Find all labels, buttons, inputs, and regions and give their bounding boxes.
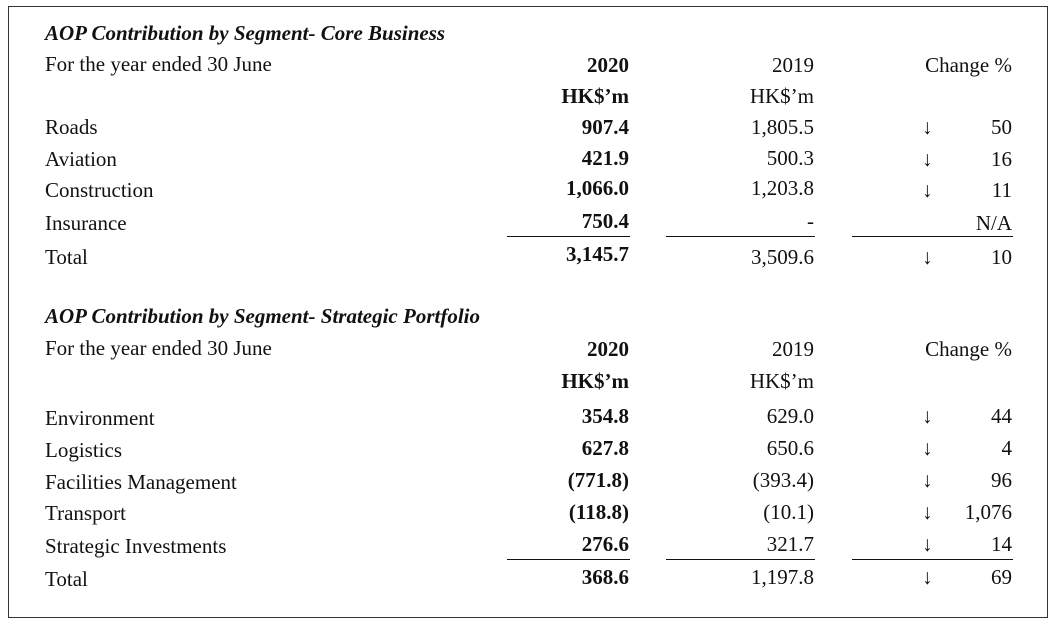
row-label-logistics: Logistics — [45, 438, 122, 462]
change-value: 11 — [991, 178, 1012, 202]
change-value: 96 — [991, 468, 1012, 492]
value-2019: (393.4) — [752, 468, 814, 492]
unit-2019: HK$’m — [749, 369, 814, 393]
column-header-2019: 2019 — [772, 53, 814, 77]
table-subtitle: For the year ended 30 June — [45, 52, 272, 76]
row-label-transport: Transport — [45, 501, 126, 525]
change-value: 14 — [991, 532, 1012, 556]
value-2020: (771.8) — [567, 468, 629, 492]
total-rule-2020 — [507, 559, 630, 560]
down-arrow-icon: ↓ — [922, 115, 933, 139]
change-value: N/A — [975, 211, 1012, 235]
row-label-aviation: Aviation — [45, 147, 117, 171]
row-label-strategic-investments: Strategic Investments — [45, 534, 227, 558]
table-title: AOP Contribution by Segment- Strategic P… — [45, 304, 481, 328]
total-rule-2019 — [666, 236, 815, 237]
change-value: 4 — [1001, 436, 1013, 460]
change-value: 44 — [991, 404, 1012, 428]
row-label-roads: Roads — [45, 115, 98, 139]
value-2020: 750.4 — [581, 209, 629, 233]
total-2019: 1,197.8 — [751, 565, 814, 589]
column-header-2020: 2020 — [587, 53, 629, 77]
change-value: 1,076 — [964, 500, 1012, 524]
column-header-change: Change % — [925, 337, 1012, 361]
value-2019: - — [807, 209, 814, 233]
value-2019: 629.0 — [766, 404, 814, 428]
change-value: 16 — [991, 147, 1012, 171]
unit-2020: HK$’m — [561, 84, 629, 108]
value-2020: 276.6 — [581, 532, 629, 556]
down-arrow-icon: ↓ — [922, 468, 933, 492]
down-arrow-icon: ↓ — [922, 532, 933, 556]
value-2019: 1,203.8 — [751, 176, 814, 200]
row-label-construction: Construction — [45, 178, 154, 202]
down-arrow-icon: ↓ — [922, 565, 933, 589]
total-change: 69 — [991, 565, 1012, 589]
total-rule-2019 — [666, 559, 815, 560]
document-frame — [8, 6, 1048, 618]
value-2019: 321.7 — [766, 532, 814, 556]
row-label-environment: Environment — [45, 406, 155, 430]
value-2020: 421.9 — [581, 146, 629, 170]
down-arrow-icon: ↓ — [922, 245, 933, 269]
column-header-2020: 2020 — [587, 337, 629, 361]
down-arrow-icon: ↓ — [922, 178, 933, 202]
column-header-2019: 2019 — [772, 337, 814, 361]
unit-2020: HK$’m — [561, 369, 629, 393]
value-2019: 500.3 — [766, 146, 814, 170]
value-2019: 1,805.5 — [751, 115, 814, 139]
down-arrow-icon: ↓ — [922, 436, 933, 460]
unit-2019: HK$’m — [749, 84, 814, 108]
row-label-total: Total — [45, 567, 88, 591]
total-rule-change — [852, 559, 1013, 560]
column-header-change: Change % — [925, 53, 1012, 77]
change-value: 50 — [991, 115, 1012, 139]
row-label-facilities-management: Facilities Management — [45, 470, 237, 494]
down-arrow-icon: ↓ — [922, 147, 933, 171]
value-2019: 650.6 — [766, 436, 814, 460]
value-2020: 1,066.0 — [566, 176, 629, 200]
total-rule-change — [852, 236, 1013, 237]
table-title: AOP Contribution by Segment- Core Busine… — [45, 21, 446, 45]
value-2020: 907.4 — [581, 115, 629, 139]
value-2020: 627.8 — [581, 436, 629, 460]
table-subtitle: For the year ended 30 June — [45, 336, 272, 360]
value-2020: (118.8) — [568, 500, 629, 524]
down-arrow-icon: ↓ — [922, 500, 933, 524]
value-2020: 354.8 — [581, 404, 629, 428]
total-rule-2020 — [507, 236, 630, 237]
down-arrow-icon: ↓ — [922, 404, 933, 428]
row-label-insurance: Insurance — [45, 211, 127, 235]
value-2019: (10.1) — [763, 500, 814, 524]
total-2019: 3,509.6 — [751, 245, 814, 269]
total-2020: 3,145.7 — [566, 242, 629, 266]
total-2020: 368.6 — [581, 565, 629, 589]
total-change: 10 — [991, 245, 1012, 269]
row-label-total: Total — [45, 245, 88, 269]
